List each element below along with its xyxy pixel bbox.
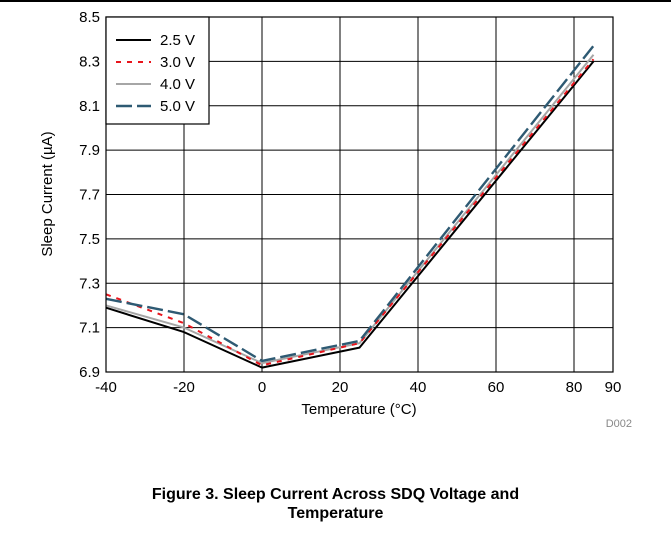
figure-caption: Figure 3. Sleep Current Across SDQ Volta… [0,485,671,523]
legend: 2.5 V 3.0 V 4.0 V 5.0 V [105,16,210,125]
y-tick-label: 7.9 [79,142,100,159]
grid [106,17,613,372]
y-tick-label: 7.1 [79,320,100,337]
x-tick-label: 80 [566,379,583,396]
series-layer [105,45,595,369]
figure-code-label: D002 [606,418,632,430]
y-axis-title: Sleep Current (µA) [39,131,56,256]
top-rule [0,0,671,2]
legend-label: 4.0 V [160,76,195,93]
y-tick-labels: 6.9 7.1 7.3 7.5 7.7 7.9 8.1 8.3 8.5 [79,9,100,381]
y-tick-label: 8.3 [79,53,100,70]
x-tick-labels: -40 -20 0 20 40 60 80 90 [95,379,621,396]
x-tick-label: 90 [605,379,622,396]
series-line-4-0-v [105,54,595,365]
x-tick-label: 0 [258,379,266,396]
x-tick-label: 20 [332,379,349,396]
x-axis-title: Temperature (°C) [301,401,416,418]
y-tick-label: 7.7 [79,187,100,204]
y-tick-label: 7.3 [79,275,100,292]
y-tick-label: 6.9 [79,364,100,381]
y-tick-label: 8.5 [79,9,100,26]
series-line-3-0-v [105,58,595,367]
caption-line-1: Figure 3. Sleep Current Across SDQ Volta… [151,486,520,503]
legend-label: 2.5 V [160,32,195,49]
y-tick-label: 7.5 [79,231,100,248]
caption-line-2: Temperature [287,505,384,522]
series-line-2-5-v [105,60,595,369]
legend-label: 5.0 V [160,98,195,115]
plot-frame [105,16,614,373]
sleep-current-chart: -40 -20 0 20 40 60 80 90 6.9 7.1 7.3 7.5 7.7 7.9 8.1 8… [39,9,632,430]
series-line-5-0-v [105,45,595,363]
x-tick-label: 60 [488,379,505,396]
x-tick-label: 40 [410,379,427,396]
x-tick-label: -40 [95,379,117,396]
legend-label: 3.0 V [160,54,195,71]
x-tick-label: -20 [173,379,195,396]
y-tick-label: 8.1 [79,98,100,115]
